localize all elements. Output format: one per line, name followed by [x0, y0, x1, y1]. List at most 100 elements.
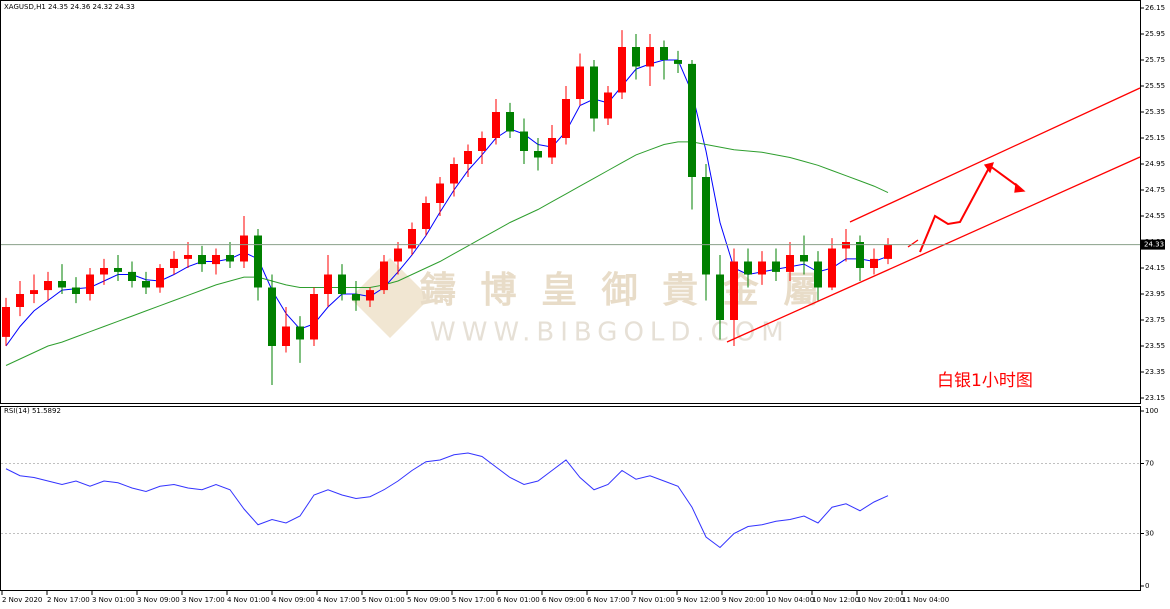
x-tick-label: 5 Nov 09:00 — [407, 596, 450, 604]
candle-body — [16, 294, 24, 307]
watermark-text: 鑄 博 皇 御 貴 金 屬 — [420, 269, 825, 311]
y-tick-label: 23.35 — [1145, 368, 1165, 376]
candle-body — [422, 203, 430, 229]
candle-body — [212, 255, 220, 265]
x-tick-label: 10 Nov 12:00 — [812, 596, 859, 604]
x-tick-label: 3 Nov 17:00 — [182, 596, 225, 604]
x-tick-label: 3 Nov 01:00 — [92, 596, 135, 604]
y-tick-label: 24.15 — [1145, 264, 1165, 272]
price-panel — [0, 0, 1141, 404]
y-tick-label: 24.95 — [1145, 160, 1165, 168]
candle-body — [44, 281, 52, 291]
x-tick-label: 4 Nov 17:00 — [317, 596, 360, 604]
y-tick-label: 30 — [1145, 530, 1154, 538]
candle-body — [534, 151, 542, 158]
forecast-path — [919, 164, 1021, 253]
y-tick-label: 100 — [1145, 407, 1158, 415]
candle-body — [436, 183, 444, 203]
x-tick-label: 9 Nov 20:00 — [722, 596, 765, 604]
candle-body — [478, 138, 486, 151]
candle-body — [716, 274, 724, 320]
x-tick-label: 6 Nov 09:00 — [542, 596, 585, 604]
candle-body — [86, 274, 94, 294]
candle-body — [632, 47, 640, 67]
candle-body — [856, 242, 864, 268]
candle-body — [464, 151, 472, 164]
candle-body — [380, 261, 388, 291]
last-price-label: 24.33 — [1144, 241, 1164, 249]
y-tick-label: 23.55 — [1145, 342, 1165, 350]
candle-body — [884, 244, 892, 259]
x-tick-label: 10 Nov 04:00 — [767, 596, 814, 604]
arrowhead — [983, 162, 994, 174]
candle-body — [296, 326, 304, 340]
chart-title: XAGUSD,H1 24.35 24.36 24.32 24.33 — [4, 3, 135, 11]
candle-body — [352, 294, 360, 301]
y-tick-label: 23.95 — [1145, 290, 1165, 298]
candle-body — [506, 112, 514, 132]
watermark-url: WWW.BIBGOLD.COM — [430, 318, 790, 348]
x-tick-label: 2 Nov 17:00 — [47, 596, 90, 604]
rsi-line — [5, 452, 889, 549]
y-tick-label: 25.95 — [1145, 30, 1165, 38]
x-tick-label: 4 Nov 09:00 — [272, 596, 315, 604]
y-tick-label: 0 — [1145, 582, 1149, 590]
candle-body — [604, 92, 612, 119]
candle-body — [30, 290, 38, 294]
candle-body — [254, 235, 262, 288]
candle-body — [268, 287, 276, 346]
x-tick-label: 2 Nov 2020 — [2, 596, 42, 604]
candle-body — [828, 248, 836, 288]
channel-lower — [726, 156, 1141, 343]
x-tick-label: 5 Nov 01:00 — [362, 596, 405, 604]
y-tick-label: 25.15 — [1145, 134, 1165, 142]
y-tick-label: 25.55 — [1145, 82, 1165, 90]
y-tick-label: 25.35 — [1145, 108, 1165, 116]
candle-body — [2, 307, 10, 337]
candle-body — [618, 47, 626, 93]
candle-body — [142, 281, 150, 288]
x-tick-label: 6 Nov 01:00 — [497, 596, 540, 604]
candle-body — [338, 274, 346, 294]
candle-body — [646, 47, 654, 67]
candle-body — [366, 290, 374, 301]
y-tick-label: 23.75 — [1145, 316, 1165, 324]
candle-body — [310, 294, 318, 340]
y-tick-label: 70 — [1145, 460, 1154, 468]
candle-body — [198, 255, 206, 265]
candle-body — [562, 99, 570, 138]
candle-body — [660, 47, 668, 60]
candle-body — [702, 177, 710, 275]
y-tick-label: 23.15 — [1145, 394, 1165, 402]
candle-body — [282, 326, 290, 346]
moving-average — [5, 59, 889, 347]
candle-body — [184, 255, 192, 259]
x-tick-label: 4 Nov 01:00 — [227, 596, 270, 604]
candle-body — [688, 63, 696, 177]
candle-body — [394, 248, 402, 262]
candle-body — [58, 281, 66, 288]
last-price-box — [1141, 239, 1165, 250]
annotation: 白银1小时图 — [937, 371, 1033, 391]
x-tick-label: 9 Nov 12:00 — [677, 596, 720, 604]
candle-body — [324, 274, 332, 294]
y-tick-label: 24.55 — [1145, 212, 1165, 220]
candle-body — [576, 66, 584, 99]
watermark: 鑄 博 皇 御 貴 金 屬 WWW.BIBGOLD.COM — [350, 258, 825, 348]
moving-average — [5, 141, 889, 366]
candle-body — [730, 261, 738, 320]
candle-body — [548, 138, 556, 158]
x-tick-label: 11 Nov 04:00 — [902, 596, 949, 604]
candle-body — [786, 255, 794, 272]
candle-body — [156, 268, 164, 288]
candle-body — [72, 287, 80, 294]
rsi-title: RSI(14) 51.5892 — [4, 407, 61, 415]
candle-body — [114, 268, 122, 272]
candle-body — [520, 131, 528, 151]
x-tick-label: 6 Nov 17:00 — [587, 596, 630, 604]
candle-body — [590, 66, 598, 119]
x-tick-label: 10 Nov 20:00 — [857, 596, 904, 604]
candle-body — [814, 261, 822, 288]
